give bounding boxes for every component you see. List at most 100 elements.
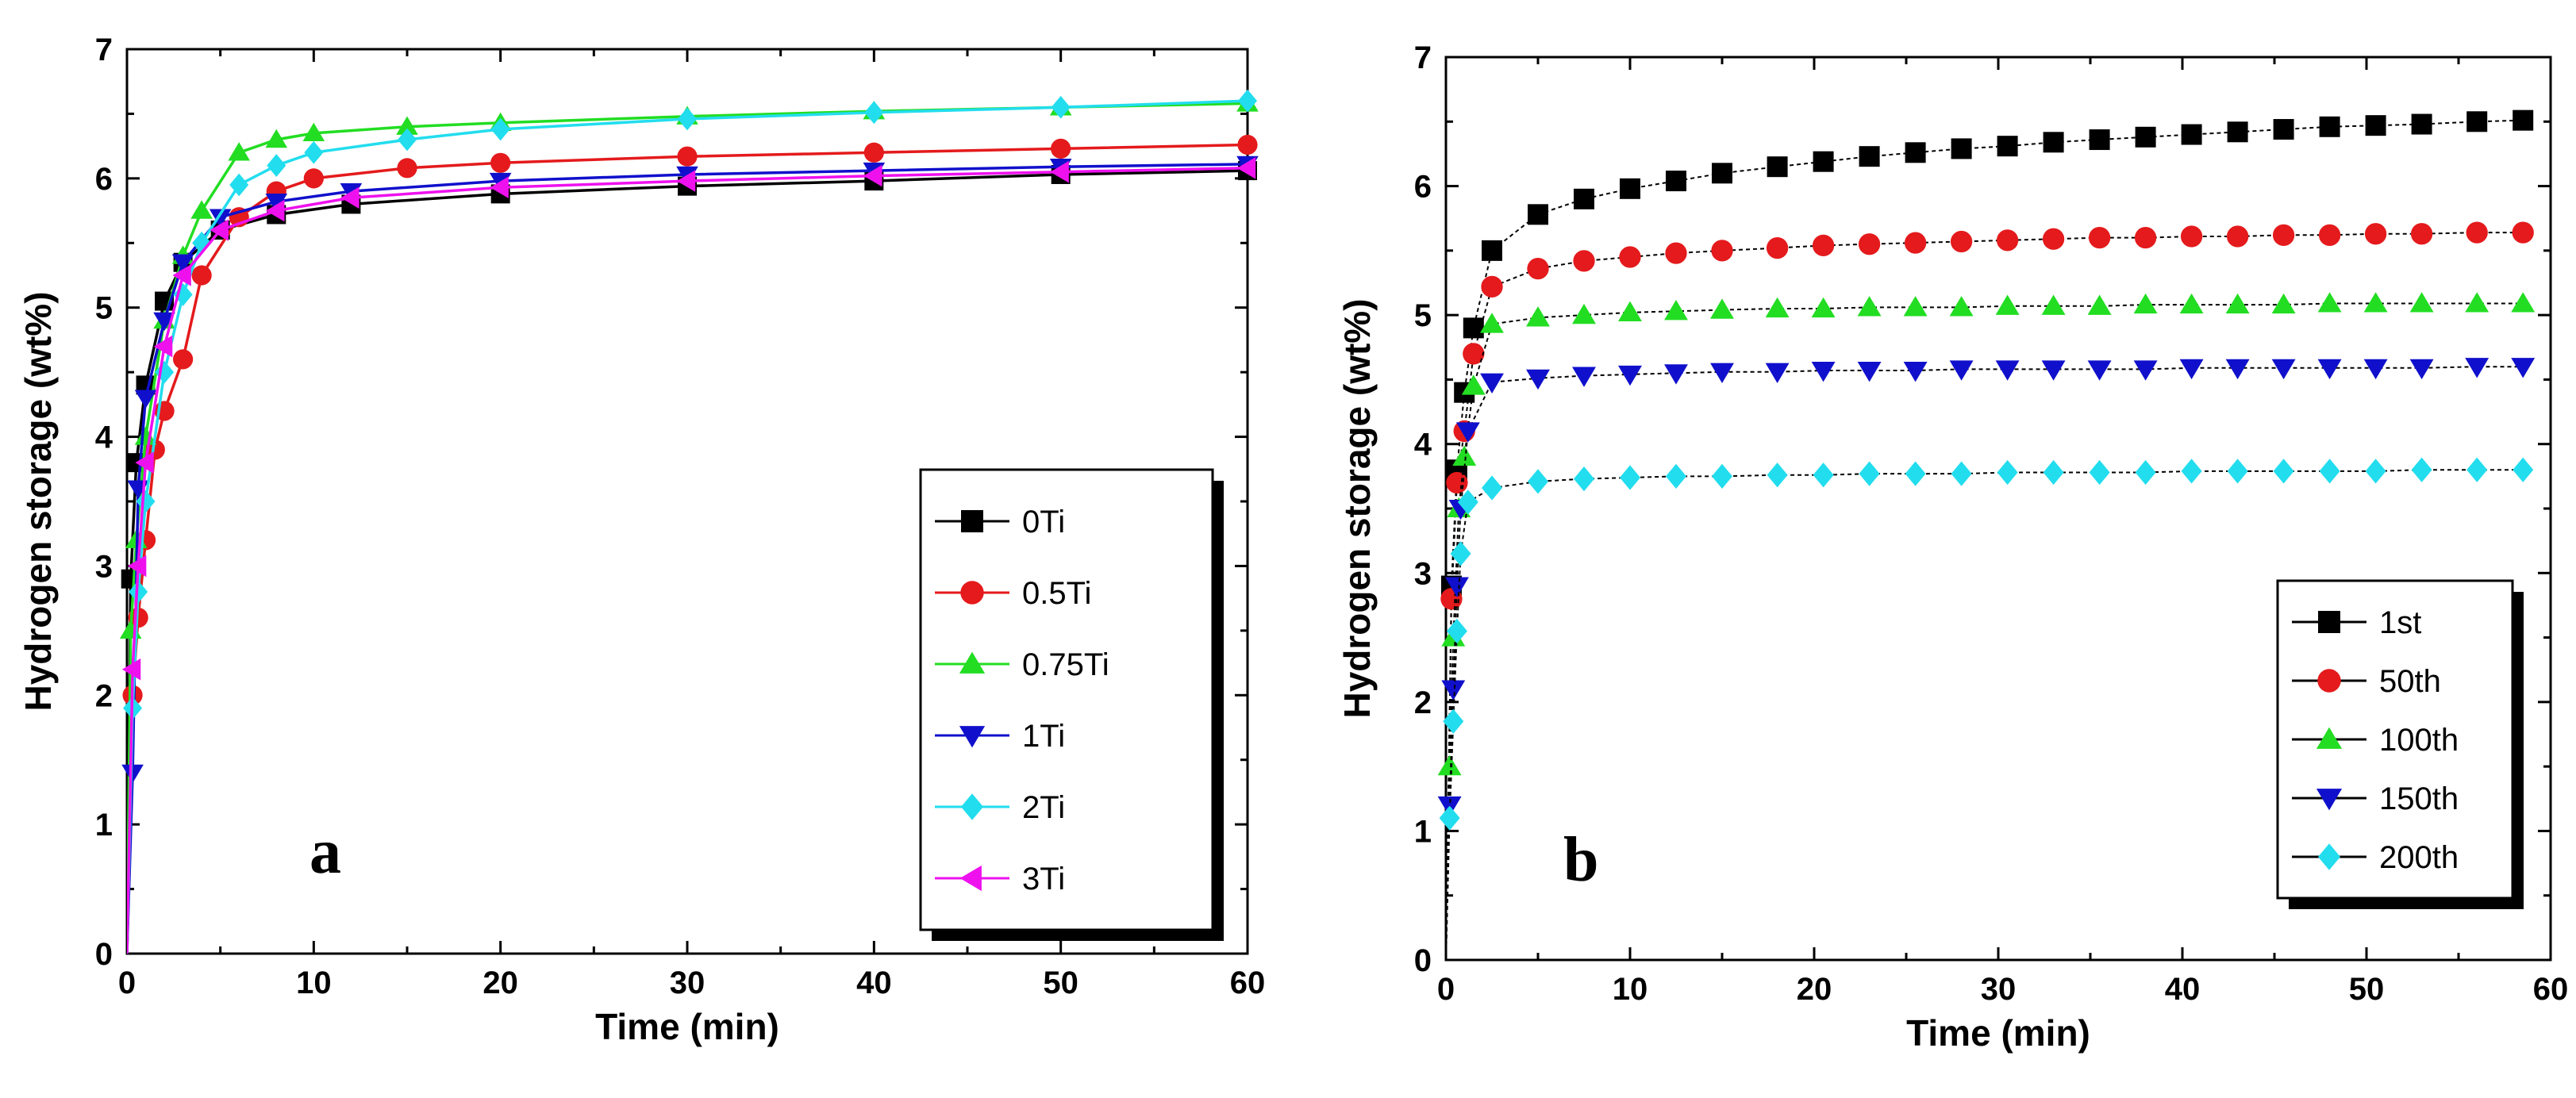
data-point bbox=[192, 231, 212, 255]
data-point bbox=[129, 580, 148, 604]
data-point bbox=[1051, 138, 1071, 159]
data-point bbox=[1238, 89, 1257, 113]
data-point bbox=[1664, 364, 1688, 385]
data-point bbox=[2089, 129, 2110, 151]
y-tick-label: 0 bbox=[1414, 943, 1432, 978]
data-point bbox=[1444, 577, 1469, 597]
data-point bbox=[2271, 359, 2296, 380]
data-point bbox=[2227, 121, 2248, 143]
data-point bbox=[1237, 134, 1258, 155]
data-point bbox=[1618, 365, 1642, 386]
data-point bbox=[1905, 142, 1926, 163]
data-point bbox=[2410, 223, 2433, 245]
data-point bbox=[1463, 317, 1484, 339]
series-150th bbox=[1437, 358, 2536, 960]
data-point bbox=[1482, 475, 1502, 501]
data-point bbox=[1457, 489, 1478, 515]
data-point bbox=[2466, 457, 2488, 482]
data-point bbox=[2319, 459, 2340, 484]
y-axis-title: Hydrogen storage (wt%) bbox=[1336, 298, 1378, 718]
data-point bbox=[490, 176, 509, 199]
series-line bbox=[1446, 366, 2524, 960]
legend-marker bbox=[959, 865, 982, 892]
y-tick-label: 5 bbox=[1414, 298, 1432, 333]
data-point bbox=[490, 152, 511, 173]
legend-marker bbox=[961, 510, 983, 532]
data-point bbox=[1712, 463, 1732, 489]
data-point bbox=[1480, 373, 1504, 394]
legend-label: 0.5Ti bbox=[1022, 576, 1091, 611]
data-point bbox=[2135, 126, 2156, 148]
data-point bbox=[1528, 204, 1548, 225]
y-tick-label: 1 bbox=[95, 808, 113, 843]
y-tick-label: 1 bbox=[1414, 814, 1432, 849]
legend-marker bbox=[960, 581, 984, 605]
legend-label: 2Ti bbox=[1022, 790, 1065, 825]
y-tick-label: 2 bbox=[1414, 685, 1432, 720]
data-point bbox=[153, 335, 173, 358]
data-point bbox=[303, 168, 324, 189]
data-point bbox=[1766, 236, 1789, 259]
data-point bbox=[1480, 313, 1504, 333]
legend-marker bbox=[2316, 789, 2343, 811]
legend-marker bbox=[2317, 669, 2341, 693]
legend-label: 1Ti bbox=[1022, 719, 1065, 754]
data-point bbox=[2273, 459, 2294, 484]
data-point bbox=[2511, 358, 2536, 378]
legend-label: 100th bbox=[2379, 723, 2459, 758]
data-point bbox=[2041, 294, 2066, 315]
data-point bbox=[121, 658, 141, 681]
data-point bbox=[1859, 461, 1880, 486]
legend-marker bbox=[2318, 843, 2340, 870]
data-point bbox=[1859, 146, 1880, 167]
data-point bbox=[1455, 422, 1480, 443]
data-point bbox=[1572, 303, 1596, 324]
data-point bbox=[1951, 461, 1972, 486]
data-point bbox=[171, 254, 194, 273]
data-point bbox=[863, 142, 884, 163]
data-point bbox=[2363, 292, 2388, 313]
data-point bbox=[1767, 463, 1788, 488]
data-point bbox=[1710, 298, 1734, 319]
data-point bbox=[678, 107, 697, 131]
data-point bbox=[1527, 257, 1549, 280]
data-point bbox=[190, 200, 213, 219]
x-tick-label: 50 bbox=[2349, 972, 2385, 1007]
data-point bbox=[2465, 292, 2489, 313]
data-point bbox=[1437, 754, 1462, 776]
data-point bbox=[1812, 234, 1835, 257]
data-point bbox=[121, 764, 144, 784]
data-point bbox=[1574, 466, 1594, 492]
data-point bbox=[1903, 361, 1928, 382]
data-point bbox=[2135, 459, 2156, 486]
data-point bbox=[136, 489, 156, 513]
data-point bbox=[1573, 250, 1595, 272]
data-point bbox=[1858, 233, 1881, 255]
data-point bbox=[2134, 226, 2157, 249]
data-point bbox=[2226, 225, 2249, 248]
data-point bbox=[1711, 240, 1733, 262]
data-point bbox=[265, 193, 288, 213]
data-point bbox=[2181, 124, 2202, 145]
x-tick-label: 30 bbox=[670, 966, 706, 1000]
x-tick-label: 10 bbox=[296, 966, 332, 1000]
data-point bbox=[1666, 463, 1686, 489]
data-point bbox=[2466, 111, 2488, 132]
x-tick-label: 40 bbox=[856, 966, 892, 1000]
y-tick-label: 7 bbox=[95, 33, 113, 67]
data-point bbox=[2411, 457, 2432, 482]
data-point bbox=[1995, 360, 2020, 381]
data-point bbox=[2225, 293, 2250, 314]
data-point bbox=[1439, 805, 1460, 831]
data-point bbox=[1482, 240, 1502, 261]
data-point bbox=[1528, 469, 1548, 494]
data-point bbox=[2273, 119, 2294, 140]
data-point bbox=[1997, 136, 2018, 157]
legend-box bbox=[919, 468, 1214, 931]
series-50th bbox=[1440, 221, 2534, 960]
data-point bbox=[267, 154, 286, 177]
legend-label: 3Ti bbox=[1022, 862, 1065, 896]
data-point bbox=[2181, 459, 2202, 484]
data-point bbox=[2409, 359, 2434, 380]
data-point bbox=[209, 209, 232, 228]
